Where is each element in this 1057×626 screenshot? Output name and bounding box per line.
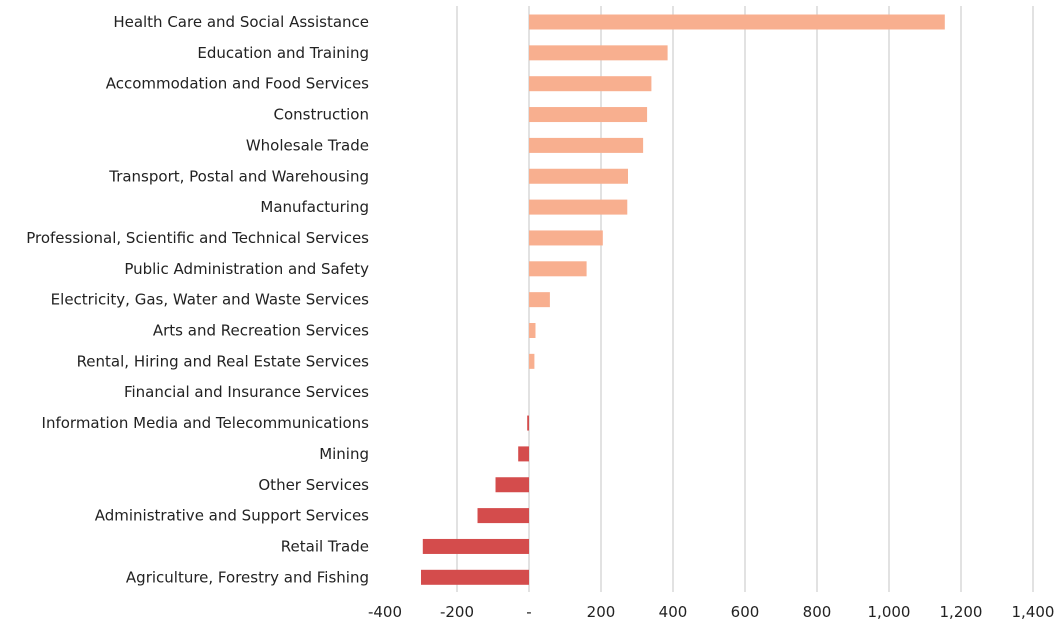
category-label: Education and Training	[197, 44, 369, 62]
x-tick-label: -	[526, 603, 531, 621]
x-tick-label: -400	[368, 603, 402, 621]
bar	[529, 199, 628, 215]
bar	[518, 446, 529, 462]
bar	[495, 477, 529, 493]
category-label: Rental, Hiring and Real Estate Services	[77, 352, 370, 370]
category-label: Manufacturing	[260, 198, 369, 216]
bar	[529, 292, 550, 308]
category-label: Mining	[319, 445, 369, 463]
category-label: Retail Trade	[281, 537, 369, 555]
category-label: Health Care and Social Assistance	[113, 13, 369, 31]
x-tick-label: 1,000	[868, 603, 911, 621]
bar	[529, 107, 648, 123]
category-label: Financial and Insurance Services	[124, 383, 369, 401]
x-tick-label: -200	[440, 603, 474, 621]
category-label: Transport, Postal and Warehousing	[108, 167, 369, 185]
category-label: Wholesale Trade	[246, 136, 369, 154]
category-label: Professional, Scientific and Technical S…	[26, 229, 369, 247]
bar	[529, 353, 535, 369]
bar	[527, 415, 529, 431]
x-tick-label: 400	[659, 603, 688, 621]
category-label: Administrative and Support Services	[95, 507, 369, 525]
bar	[529, 76, 652, 92]
category-label: Electricity, Gas, Water and Waste Servic…	[51, 291, 370, 309]
category-label: Public Administration and Safety	[124, 260, 369, 278]
bar	[421, 569, 529, 585]
x-axis-tick-labels: -400 -200-200 400 600 800 1,000 1,200 1,400	[368, 603, 1055, 621]
bar	[529, 230, 603, 246]
category-label: Agriculture, Forestry and Fishing	[126, 568, 369, 586]
bar	[529, 137, 644, 153]
category-label: Arts and Recreation Services	[153, 322, 369, 340]
bar	[422, 538, 529, 554]
bar	[529, 14, 945, 30]
category-label: Other Services	[258, 476, 369, 494]
bar	[477, 508, 529, 524]
bar	[529, 323, 536, 338]
category-label: Accommodation and Food Services	[106, 75, 369, 93]
bar	[529, 261, 587, 277]
x-tick-label: 1,200	[940, 603, 983, 621]
bar	[529, 168, 628, 184]
x-tick-label: 600	[731, 603, 760, 621]
bar	[529, 45, 668, 61]
x-tick-label: 1,400	[1012, 603, 1055, 621]
bars	[421, 14, 945, 585]
category-labels: Health Care and Social Assistance Educati…	[26, 13, 369, 586]
category-label: Construction	[273, 106, 369, 124]
x-tick-label: 800	[803, 603, 832, 621]
gridlines	[456, 6, 1034, 592]
category-label: Information Media and Telecommunications	[42, 414, 370, 432]
x-tick-label: 200	[587, 603, 616, 621]
